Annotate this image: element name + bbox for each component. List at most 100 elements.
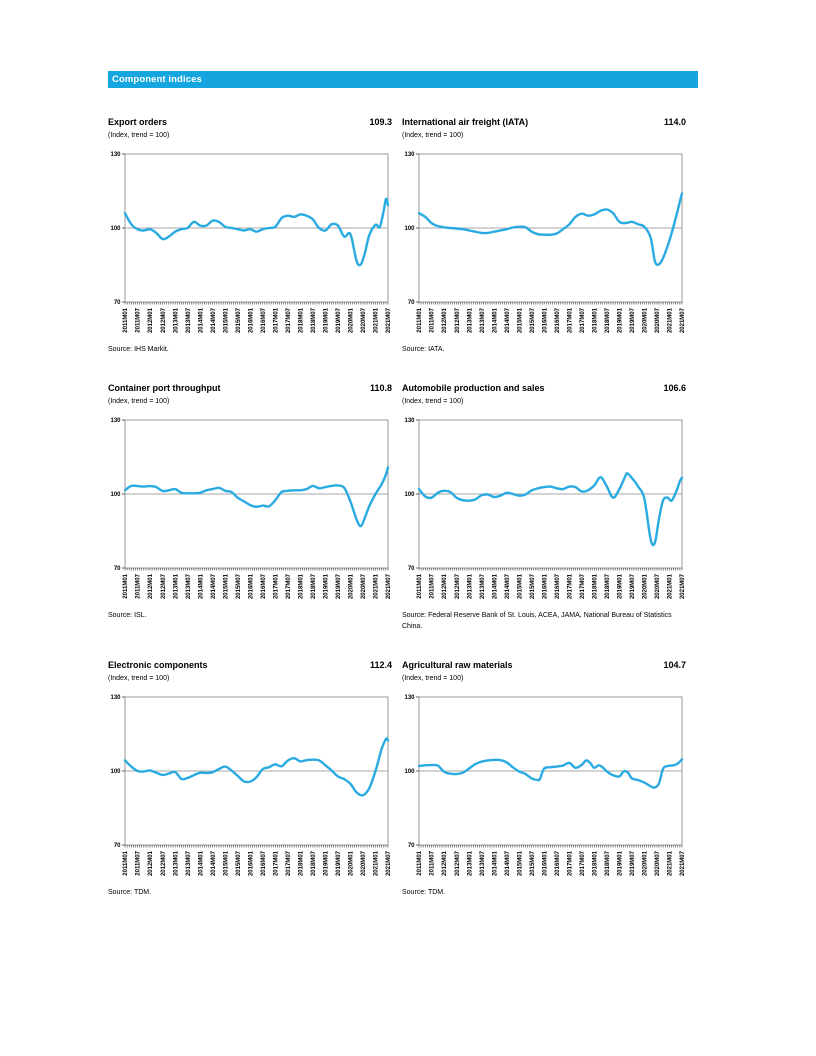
svg-text:130: 130 [110,695,121,701]
svg-text:2018M01: 2018M01 [299,573,305,599]
chart-block-container-port: Container port throughput 110.8 (Index, … [108,383,392,633]
svg-text:2016M01: 2016M01 [542,850,548,876]
svg-text:2018M01: 2018M01 [593,850,599,876]
svg-text:2015M07: 2015M07 [530,850,536,876]
svg-text:2021M01: 2021M01 [374,850,380,876]
svg-text:2011M07: 2011M07 [136,573,142,598]
svg-text:2012M01: 2012M01 [442,573,448,599]
svg-text:2013M01: 2013M01 [173,850,179,876]
chart-source: Source: TDM. [402,888,446,896]
svg-text:2013M01: 2013M01 [173,307,179,333]
svg-text:2019M01: 2019M01 [324,573,330,599]
svg-text:2019M01: 2019M01 [618,850,624,876]
chart-subtitle: (Index, trend = 100) [402,397,464,405]
svg-text:2016M07: 2016M07 [555,850,561,876]
svg-text:2014M07: 2014M07 [211,307,217,333]
svg-text:2020M01: 2020M01 [643,307,649,333]
svg-text:2013M01: 2013M01 [467,850,473,876]
svg-text:2012M07: 2012M07 [161,573,167,599]
svg-text:2021M01: 2021M01 [374,307,380,333]
svg-text:2012M01: 2012M01 [148,850,154,876]
chart-header: Agricultural raw materials 104.7 [402,660,686,673]
svg-text:2013M01: 2013M01 [467,307,473,333]
chart-source: Source: IATA. [402,346,445,353]
svg-text:70: 70 [114,300,121,306]
svg-text:2014M07: 2014M07 [505,307,511,333]
chart-source: Source: TDM. [108,888,152,896]
svg-text:2013M07: 2013M07 [186,307,192,333]
line-chart: 130 100 70 2011M01 2011M07 2012M01 2012M07 2013… [108,416,392,608]
svg-text:2020M07: 2020M07 [655,307,661,333]
svg-text:2015M01: 2015M01 [517,573,523,599]
svg-text:2011M01: 2011M01 [123,307,129,332]
svg-text:70: 70 [408,300,415,306]
chart-latest-value: 109.3 [369,117,392,127]
svg-text:2020M07: 2020M07 [655,573,661,599]
page-content: Component indices Export orders 109.3 (I… [108,71,698,898]
line-chart: 130 100 70 2011M01 2011M07 2012M01 2012M07 2013… [402,150,686,342]
svg-text:2019M07: 2019M07 [630,850,636,876]
svg-text:2021M07: 2021M07 [680,850,686,876]
svg-text:2016M01: 2016M01 [248,573,254,599]
svg-text:130: 130 [110,152,121,158]
svg-text:2015M01: 2015M01 [517,850,523,876]
svg-text:2018M07: 2018M07 [311,307,317,333]
svg-text:2019M07: 2019M07 [630,573,636,599]
svg-text:2021M01: 2021M01 [668,573,674,599]
svg-text:2016M01: 2016M01 [542,307,548,333]
svg-text:2021M07: 2021M07 [386,307,392,333]
svg-text:2017M01: 2017M01 [274,850,280,876]
line-chart: 130 100 70 2011M01 2011M07 2012M01 2012M07 2013… [402,693,686,885]
svg-text:2012M07: 2012M07 [455,307,461,333]
chart-block-export-orders: Export orders 109.3 (Index, trend = 100)… [108,117,392,356]
svg-text:2014M07: 2014M07 [211,850,217,876]
svg-text:100: 100 [110,226,121,232]
chart-header: International air freight (IATA) 114.0 [402,117,686,130]
svg-text:2014M07: 2014M07 [505,850,511,876]
svg-text:2011M07: 2011M07 [136,850,142,875]
svg-text:2018M01: 2018M01 [593,573,599,599]
section-header-label: Component indices [112,74,202,85]
svg-text:2013M07: 2013M07 [186,850,192,876]
chart-block-electronic-components: Electronic components 112.4 (Index, tren… [108,660,392,899]
svg-text:2012M01: 2012M01 [148,573,154,599]
svg-text:2015M01: 2015M01 [517,307,523,333]
svg-text:2020M01: 2020M01 [349,573,355,599]
svg-text:2016M07: 2016M07 [555,307,561,333]
svg-text:2020M01: 2020M01 [349,307,355,333]
svg-text:2017M07: 2017M07 [286,307,292,333]
svg-text:2017M01: 2017M01 [568,307,574,333]
svg-text:2021M01: 2021M01 [668,307,674,333]
chart-source: Source: ISL. [108,611,147,619]
svg-text:2011M01: 2011M01 [417,307,423,332]
svg-text:100: 100 [110,769,121,775]
svg-text:2012M01: 2012M01 [442,307,448,333]
svg-text:2021M07: 2021M07 [386,850,392,876]
chart-subtitle: (Index, trend = 100) [108,132,170,139]
svg-text:2016M01: 2016M01 [248,850,254,876]
svg-text:2021M07: 2021M07 [680,307,686,333]
svg-text:2014M01: 2014M01 [198,573,204,599]
chart-subtitle: (Index, trend = 100) [402,132,464,139]
chart-title: Agricultural raw materials [402,659,513,670]
svg-text:2011M07: 2011M07 [430,850,436,875]
svg-text:2020M01: 2020M01 [643,573,649,599]
svg-text:2013M07: 2013M07 [186,573,192,599]
svg-text:2013M07: 2013M07 [480,850,486,876]
chart-title: Electronic components [108,659,208,670]
svg-text:2021M07: 2021M07 [680,573,686,599]
svg-text:2014M07: 2014M07 [211,573,217,599]
svg-text:70: 70 [114,566,121,572]
svg-text:100: 100 [404,492,415,498]
svg-text:2013M01: 2013M01 [173,573,179,599]
chart-block-air-freight: International air freight (IATA) 114.0 (… [402,117,686,356]
charts-grid: Export orders 109.3 (Index, trend = 100)… [108,117,698,898]
svg-text:2015M07: 2015M07 [530,307,536,333]
svg-text:2020M01: 2020M01 [349,850,355,876]
section-header: Component indices [108,71,698,88]
svg-text:100: 100 [404,226,415,232]
svg-text:2021M01: 2021M01 [668,850,674,876]
